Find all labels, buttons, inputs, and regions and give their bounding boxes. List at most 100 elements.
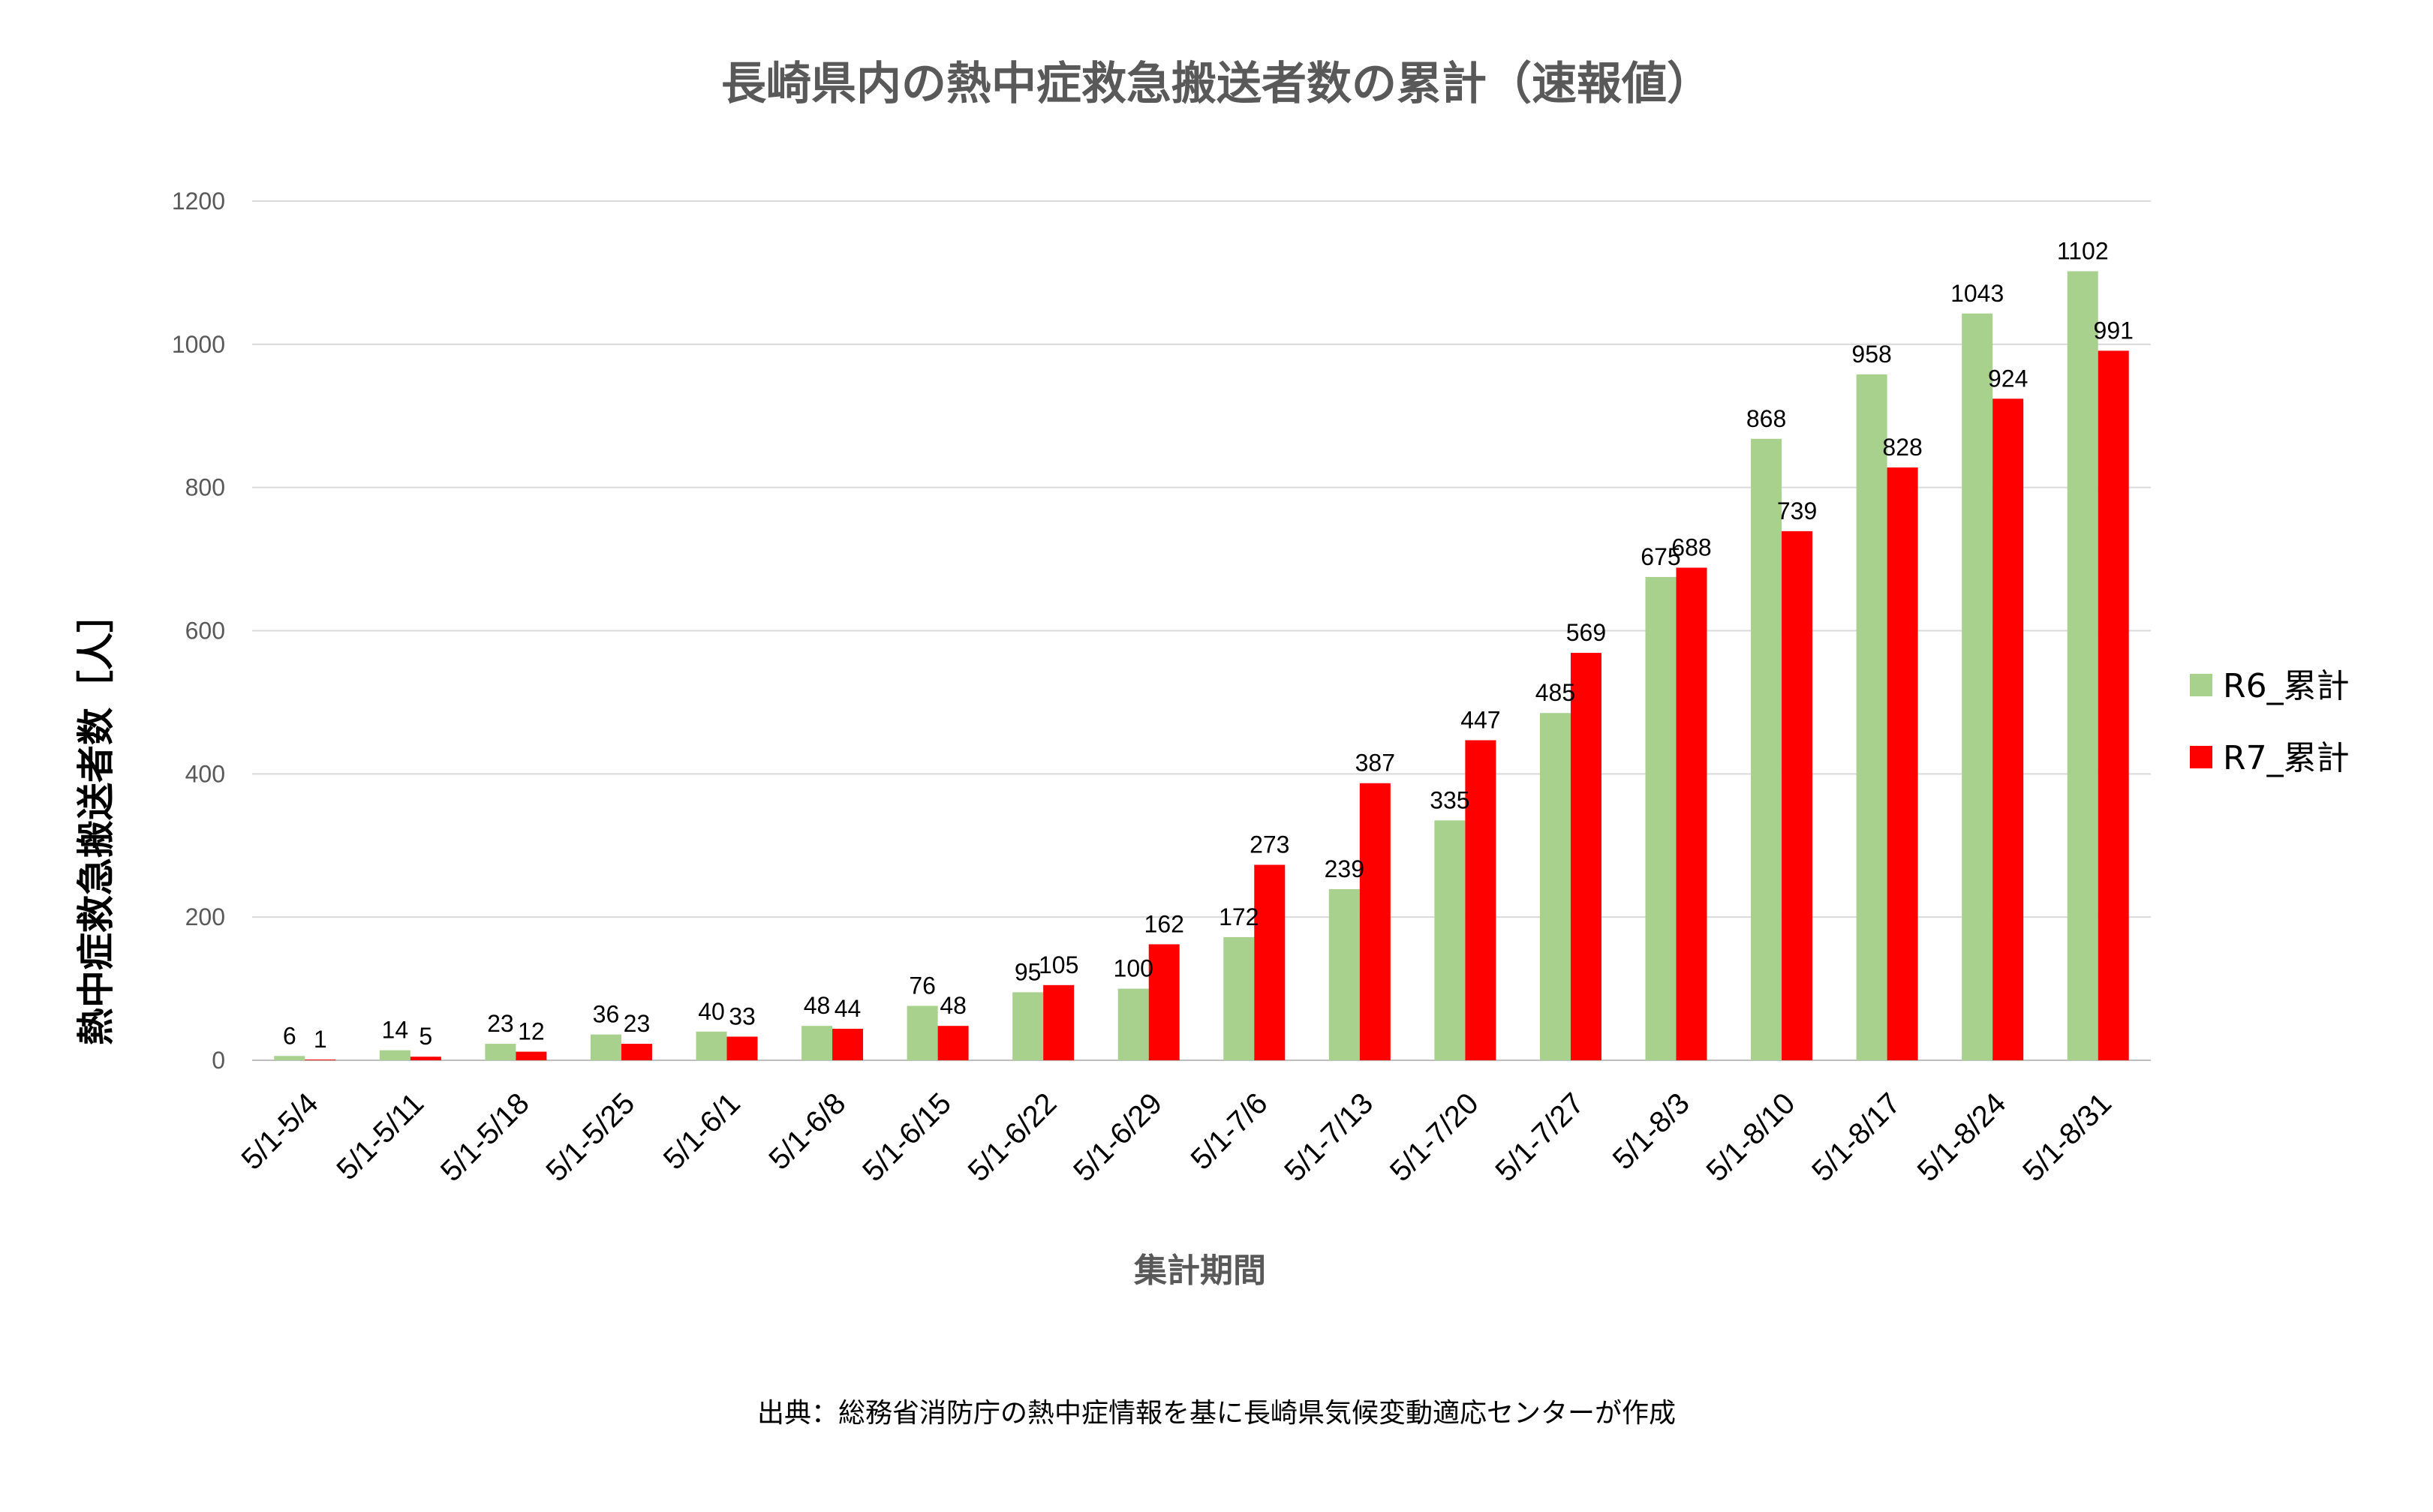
x-axis-title: 集計期間: [1133, 1252, 1266, 1290]
bar-r6: [907, 1005, 938, 1060]
bar-r7: [1043, 984, 1075, 1060]
data-label: 36: [593, 1001, 620, 1028]
bar-r7: [937, 1026, 969, 1060]
bar-r7: [516, 1051, 547, 1060]
bar-r7: [410, 1057, 441, 1060]
x-tick-label: 5/1-6/22: [962, 1087, 1063, 1188]
x-tick-label: 5/1-7/20: [1384, 1087, 1485, 1188]
bar-r6: [696, 1031, 727, 1060]
data-label: 447: [1460, 706, 1500, 733]
bar-r6: [1539, 713, 1571, 1060]
x-tick-label: 5/1-8/17: [1806, 1087, 1907, 1188]
data-label: 48: [804, 992, 831, 1019]
data-label: 172: [1219, 903, 1259, 930]
data-label: 48: [940, 992, 967, 1019]
bar-r7: [1254, 864, 1286, 1060]
bar-r6: [1856, 374, 1887, 1060]
data-label: 1: [314, 1026, 327, 1053]
bar-r7: [1570, 653, 1601, 1060]
data-label: 14: [382, 1017, 409, 1044]
data-label: 12: [518, 1018, 545, 1045]
bar-r6: [1962, 313, 1993, 1060]
data-label: 162: [1144, 910, 1184, 937]
bar-r6: [2067, 271, 2098, 1061]
x-tick-label: 5/1-5/18: [435, 1087, 536, 1188]
data-label: 739: [1777, 497, 1817, 525]
x-tick-label: 5/1-8/31: [2016, 1087, 2118, 1188]
x-tick-label: 5/1-7/13: [1278, 1087, 1379, 1188]
bar-r7: [726, 1036, 758, 1060]
x-axis-ticks: 5/1-5/4 5/1-5/11 5/1-5/18 5/1-5/25 5/1-6/1 5/…: [235, 1087, 2118, 1188]
x-tick-label: 5/1-5/4: [235, 1087, 324, 1176]
data-label: 95: [1015, 958, 1042, 985]
bar-r7: [2098, 350, 2129, 1060]
data-label: 1102: [2057, 238, 2109, 265]
y-tick-label: 800: [185, 474, 225, 501]
y-axis-ticks: 0 200 400 600 800 1000 1200: [172, 188, 225, 1074]
bar-r7: [1465, 740, 1496, 1060]
data-label: 105: [1039, 951, 1078, 978]
data-label: 828: [1882, 434, 1922, 461]
bar-r6: [379, 1050, 411, 1060]
data-label: 387: [1355, 750, 1395, 777]
bar-r6: [274, 1056, 305, 1060]
data-label: 675: [1641, 543, 1680, 570]
y-tick-label: 0: [212, 1047, 225, 1074]
x-tick-label: 5/1-8/3: [1607, 1087, 1696, 1176]
bar-r7: [1359, 783, 1391, 1060]
data-label: 6: [283, 1022, 296, 1049]
y-tick-label: 400: [185, 760, 225, 787]
legend-swatch: [2190, 746, 2212, 768]
bar-r6: [1328, 888, 1360, 1060]
data-label: 76: [909, 972, 936, 999]
bar-r6: [1117, 988, 1149, 1060]
x-tick-label: 5/1-6/15: [856, 1087, 958, 1188]
bar-r7: [621, 1044, 652, 1060]
x-tick-label: 5/1-6/29: [1067, 1087, 1168, 1188]
data-label: 868: [1746, 405, 1786, 432]
data-label: 335: [1430, 786, 1469, 813]
data-label: 991: [2094, 317, 2134, 344]
bar-r6: [1012, 992, 1044, 1060]
bar-r7: [1782, 531, 1813, 1060]
y-tick-label: 200: [185, 903, 225, 930]
bar-r7: [1148, 944, 1180, 1060]
bar-r6: [485, 1044, 516, 1060]
legend: R6_累計 R7_累計: [2190, 667, 2350, 777]
bar-r7: [1887, 467, 1918, 1060]
bar-r6: [1223, 936, 1255, 1060]
data-label: 569: [1566, 619, 1606, 646]
data-label: 5: [419, 1023, 432, 1050]
bars: [274, 271, 2129, 1061]
y-tick-label: 1200: [172, 188, 225, 215]
x-tick-label: 5/1-5/11: [330, 1087, 430, 1186]
bar-r7: [832, 1029, 864, 1060]
y-tick-label: 600: [185, 618, 225, 645]
data-label: 100: [1114, 955, 1153, 982]
data-label: 485: [1535, 679, 1575, 706]
data-label: 23: [487, 1010, 514, 1037]
source-note: 出典：総務省消防庁の熱中症情報を基に長崎県気候変動適応センターが作成: [757, 1398, 1676, 1429]
data-label: 40: [698, 998, 725, 1025]
bar-r6: [1434, 820, 1466, 1060]
x-tick-label: 5/1-7/6: [1184, 1087, 1274, 1176]
bar-r6: [1645, 576, 1677, 1060]
x-tick-label: 5/1-8/24: [1911, 1087, 2013, 1188]
bar-r7: [1992, 398, 2024, 1060]
bar-r6: [590, 1034, 621, 1060]
x-tick-label: 5/1-6/1: [657, 1087, 747, 1176]
data-label: 239: [1325, 855, 1364, 882]
bar-r6: [801, 1026, 833, 1060]
y-tick-label: 1000: [172, 331, 225, 358]
bar-r7: [1676, 567, 1707, 1060]
data-label: 33: [729, 1003, 756, 1030]
legend-label: R7_累計: [2223, 739, 2350, 777]
legend-swatch: [2190, 674, 2212, 696]
data-label: 958: [1851, 341, 1891, 368]
bar-r6: [1751, 438, 1782, 1060]
x-tick-label: 5/1-6/8: [762, 1087, 852, 1176]
y-axis-title: 熱中症救急搬送者数［人］: [74, 595, 118, 1045]
